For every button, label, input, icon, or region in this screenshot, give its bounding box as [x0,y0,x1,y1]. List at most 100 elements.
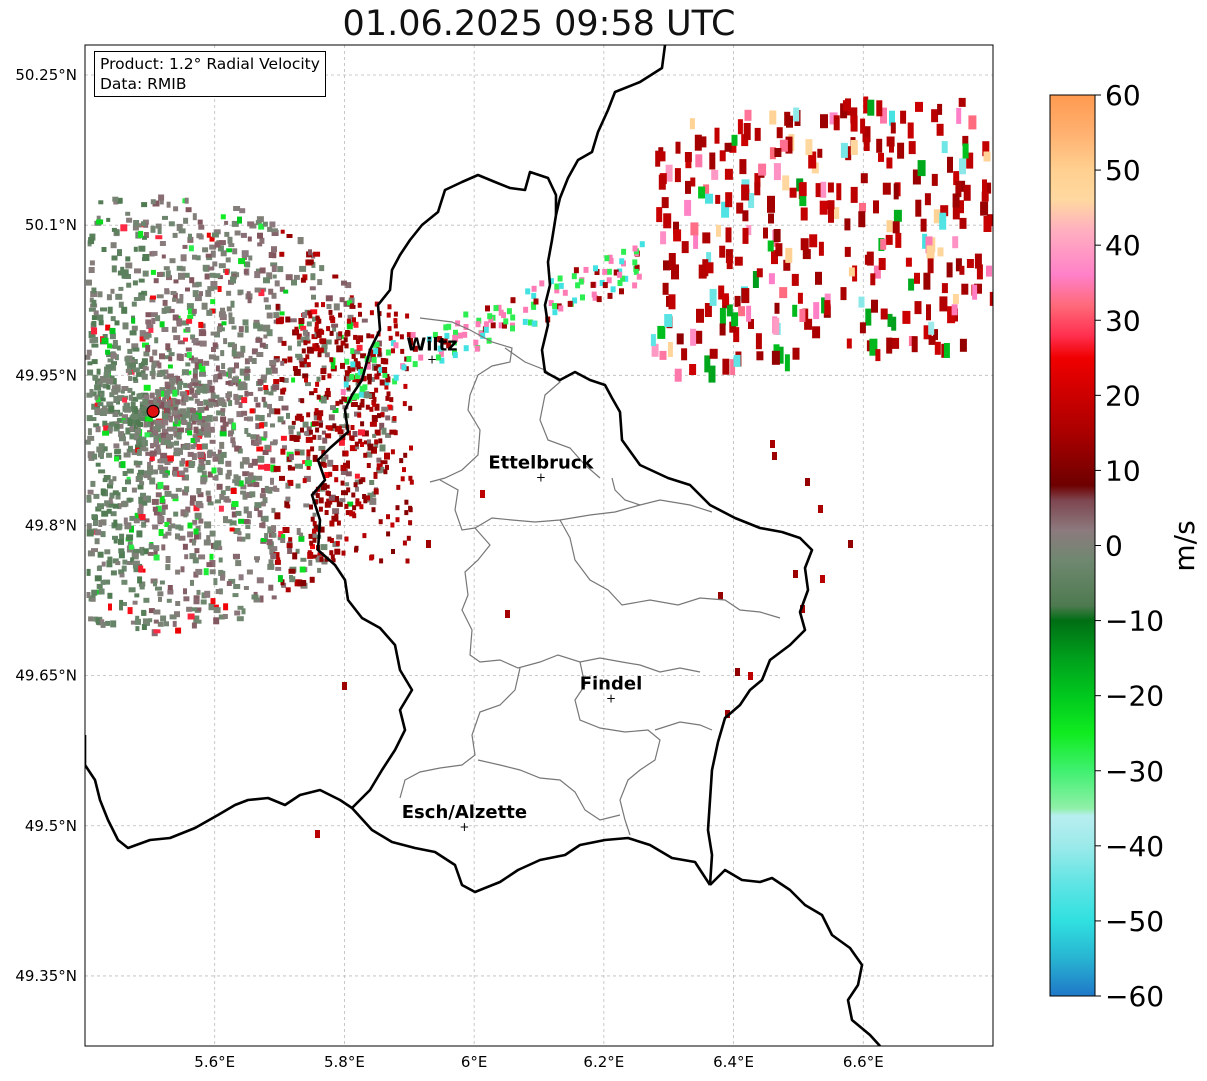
echo-gate [161,327,169,332]
echo-gate [91,321,97,327]
echo-gate [266,329,273,337]
echo-gate [156,294,164,299]
echo-gate [895,232,902,248]
echo-gate [733,327,740,343]
echo-gate [134,512,140,520]
echo-gate [183,217,189,224]
echo-gate [88,307,96,312]
echo-gate [718,592,723,600]
echo-gate [401,364,407,371]
echo-gate [934,341,941,355]
echo-gate [285,316,291,323]
echo-gate [100,579,106,585]
echo-gate [282,445,287,451]
echo-gate [815,183,821,198]
echo-gate [385,415,391,421]
echo-gate [205,385,212,391]
echo-gate [321,450,326,455]
echo-gate [124,356,130,362]
echo-gate [237,480,244,487]
echo-gate [334,513,339,519]
echo-gate [309,391,315,396]
echo-gate [166,517,172,524]
echo-gate [111,385,117,392]
echo-gate [171,326,177,333]
echo-gate [237,605,244,610]
echo-gate [350,348,355,355]
echo-gate [402,467,406,473]
echo-gate [833,207,840,220]
echo-gate [297,237,304,244]
echo-gate [183,395,188,401]
echo-gate [106,378,113,385]
echo-gate [608,257,614,264]
echo-gate [217,449,222,457]
echo-gate [220,416,227,423]
echo-gate [137,412,143,418]
echo-gate [173,335,181,341]
echo-gate [793,570,798,578]
echo-gate [558,305,564,312]
echo-gate [802,249,811,260]
echo-gate [271,230,279,236]
echo-gate [558,282,564,289]
echo-gate [361,318,368,323]
echo-gate [317,279,323,286]
echo-gate [241,383,248,390]
echo-gate [96,583,103,589]
echo-gate [220,408,226,413]
echo-gate [373,365,378,371]
echo-gate [138,245,146,252]
echo-gate [255,220,262,226]
echo-gate [115,495,121,500]
echo-gate [734,295,741,307]
echo-gate [659,350,667,360]
echo-gate [213,607,221,614]
echo-gate [231,220,239,227]
echo-gate [344,503,349,509]
echo-gate [182,412,188,418]
echo-gate [207,379,213,385]
echo-gate [983,216,992,232]
echo-gate [231,325,237,330]
echo-gate [139,481,145,486]
echo-gate [347,501,354,507]
echo-gate [187,315,194,319]
echo-gate [143,351,150,357]
echo-gate [321,430,326,435]
echo-gate [112,411,119,417]
echo-gate [192,368,198,375]
echo-gate [746,305,752,322]
echo-gate [91,343,99,348]
echo-gate [150,295,156,300]
echo-gate [134,268,141,274]
echo-gate [350,303,355,309]
echo-gate [763,227,768,239]
echo-gate [208,401,214,408]
echo-gate [378,438,383,444]
echo-gate [308,429,313,435]
echo-gate [912,169,921,185]
echo-gate [202,406,209,411]
echo-gate [326,387,331,393]
echo-gate [311,421,319,427]
echo-gate [315,493,320,499]
echo-gate [360,399,365,404]
echo-gate [123,602,127,606]
echo-gate [149,297,156,303]
echo-gate [693,231,699,249]
echo-gate [952,294,959,304]
echo-gate [263,401,268,408]
echo-gate [95,426,101,433]
echo-gate [658,174,666,190]
echo-gate [131,317,136,324]
echo-gate [376,457,382,463]
echo-gate [357,405,362,411]
echo-gate [175,601,181,606]
echo-gate [907,122,914,139]
echo-gate [237,448,243,454]
echo-gate [201,443,208,450]
echo-gate [726,256,733,270]
echo-gate [308,533,313,539]
